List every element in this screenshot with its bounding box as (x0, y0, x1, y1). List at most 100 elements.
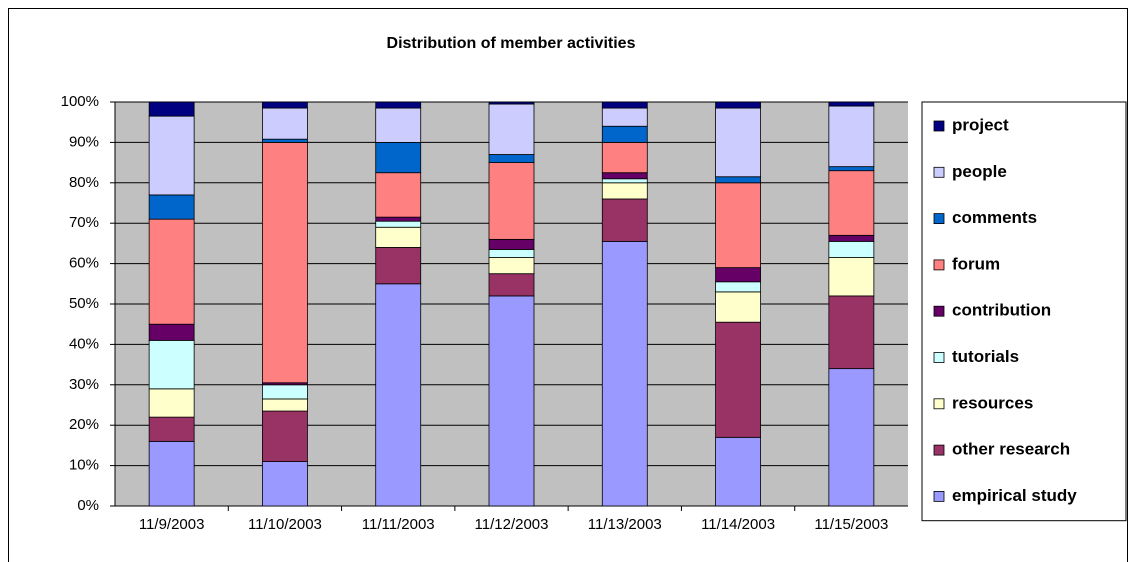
bar-segment (375, 226, 422, 248)
bar-segment (601, 141, 648, 174)
bar-segment (828, 234, 875, 242)
bar-segment (148, 388, 195, 418)
legend-label: tutorials (952, 347, 1019, 366)
bar-segment (488, 249, 535, 258)
bar-segment (601, 182, 648, 200)
legend-swatch (933, 444, 945, 456)
x-tick-label: 11/12/2003 (475, 516, 549, 533)
bar-segment (715, 281, 761, 293)
y-tick-label: 20% (69, 416, 99, 433)
bar-segment (375, 216, 422, 222)
bar-segment (488, 162, 535, 240)
bar-segment (262, 461, 308, 507)
bar-segment (262, 141, 308, 384)
y-tick-label: 100% (61, 93, 99, 110)
legend-swatch (933, 120, 945, 132)
bar-segment (715, 182, 761, 269)
bar-segment (488, 154, 535, 164)
bar-segment (828, 170, 875, 236)
bar-segment (715, 291, 761, 323)
bar-segment (601, 101, 648, 109)
legend-box (921, 101, 1127, 522)
legend-swatch (933, 352, 945, 363)
bar-segment (262, 384, 308, 400)
bar-segment (828, 240, 875, 258)
x-tick-label: 11/13/2003 (588, 516, 662, 533)
bar-segment (488, 101, 535, 105)
y-tick-label: 0% (77, 497, 99, 514)
y-tick-label: 30% (69, 376, 99, 393)
legend-swatch (933, 213, 945, 225)
legend-label: forum (952, 254, 1000, 273)
bar-segment (148, 218, 195, 325)
legend-swatch (933, 166, 945, 178)
bar-segment (148, 416, 195, 442)
legend-label: resources (952, 393, 1033, 412)
legend-label: comments (952, 208, 1037, 227)
y-tick-label: 50% (69, 295, 99, 312)
legend-swatch (933, 490, 945, 502)
legend-swatch (933, 398, 945, 410)
bar-segment (375, 172, 422, 218)
bar-segment (488, 238, 535, 250)
legend-label: empirical study (952, 486, 1077, 505)
legend-label: contribution (952, 301, 1051, 320)
y-tick-label: 90% (69, 133, 99, 150)
bar-segment (601, 172, 648, 180)
bar-segment (488, 273, 535, 297)
x-tick-label: 11/10/2003 (248, 516, 322, 533)
bar-segment (375, 101, 422, 109)
legend-label: people (952, 162, 1007, 181)
bar-segment (601, 198, 648, 242)
bar-segment (601, 178, 648, 184)
bar-segment (715, 436, 761, 507)
chart-title: Distribution of member activities (387, 35, 636, 52)
bar-segment (601, 240, 648, 507)
bar-segment (828, 295, 875, 370)
bar-segment (262, 138, 308, 143)
x-tick-label: 11/15/2003 (814, 516, 888, 533)
bar-segment (375, 283, 422, 507)
bar-segment (375, 220, 422, 228)
bar-segment (262, 398, 308, 412)
bar-segment (375, 141, 422, 174)
bar-segment (148, 194, 195, 220)
bar-segment (601, 125, 648, 143)
x-tick-label: 11/11/2003 (362, 516, 435, 533)
bar-segment (715, 321, 761, 438)
legend-label: other research (952, 440, 1070, 459)
bar-segment (148, 323, 195, 341)
bar-segment (488, 257, 535, 275)
bar-segment (375, 247, 422, 285)
bar-segment (715, 176, 761, 184)
x-tick-label: 11/9/2003 (139, 516, 205, 533)
y-tick-label: 10% (69, 457, 99, 474)
y-tick-label: 80% (69, 174, 99, 191)
bar-segment (262, 107, 308, 140)
bar-segment (828, 166, 875, 172)
bar-segment (828, 368, 875, 507)
legend-swatch (933, 259, 945, 271)
bar-segment (488, 103, 535, 155)
bar-segment (715, 107, 761, 178)
y-tick-label: 70% (69, 214, 99, 231)
bar-segment (488, 295, 535, 507)
bar-segment (148, 339, 195, 390)
bar-segment (262, 410, 308, 462)
x-tick-label: 11/14/2003 (701, 516, 775, 533)
bar-segment (828, 105, 875, 168)
bar-segment (148, 115, 195, 196)
bar-segment (828, 101, 875, 107)
bar-segment (375, 107, 422, 143)
bar-segment (148, 440, 195, 507)
bar-segment (715, 267, 761, 283)
bar-segment (148, 101, 195, 117)
bar-segment (828, 257, 875, 297)
bar-segment (715, 101, 761, 109)
legend-swatch (933, 305, 945, 317)
y-tick-label: 40% (69, 335, 99, 352)
y-tick-label: 60% (69, 255, 99, 272)
bar-segment (262, 101, 308, 109)
legend-label: project (952, 115, 1009, 134)
